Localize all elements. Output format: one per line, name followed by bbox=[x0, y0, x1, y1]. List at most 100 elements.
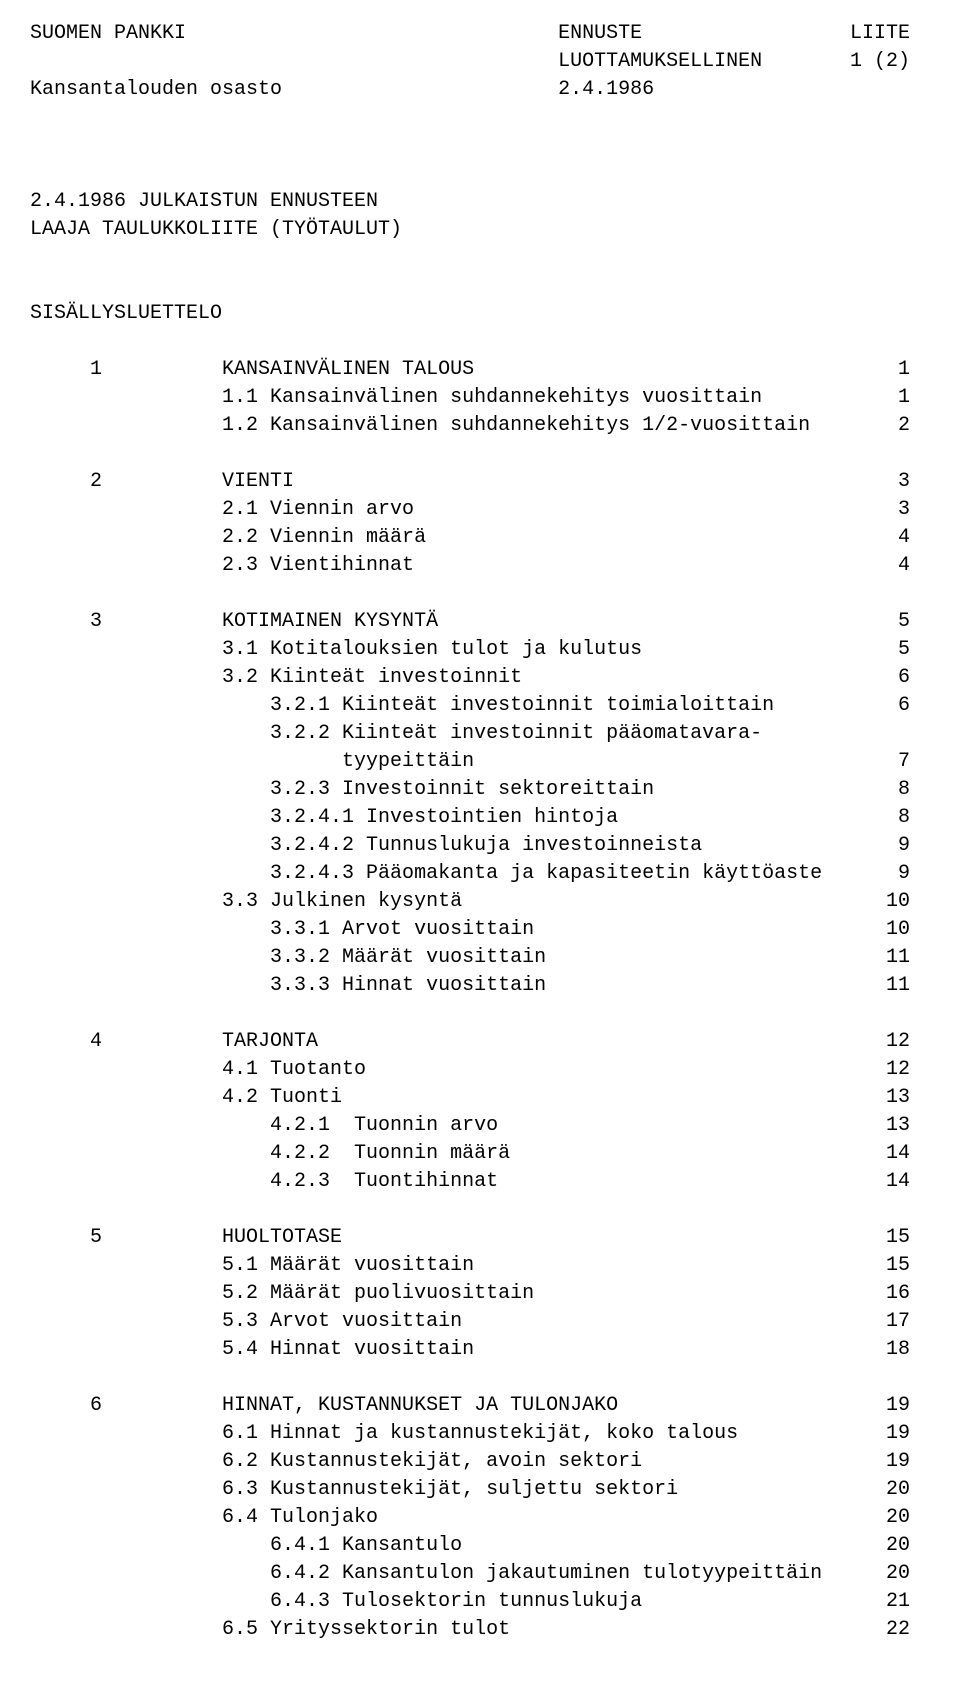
toc-row: 1.1 Kansainvälinen suhdannekehitys vuosi… bbox=[30, 384, 910, 412]
toc-row: 1.2 Kansainvälinen suhdannekehitys 1/2-v… bbox=[30, 412, 910, 440]
toc-entry-page: 21 bbox=[886, 1588, 910, 1616]
toc-entry-label: 3.2.1 Kiinteät investoinnit toimialoitta… bbox=[30, 692, 774, 720]
toc-row: 3.2.3 Investoinnit sektoreittain8 bbox=[30, 776, 910, 804]
toc-row: 6.4.1 Kansantulo20 bbox=[30, 1532, 910, 1560]
toc-entry-page: 2 bbox=[898, 412, 910, 440]
toc-entry-label: 3.2.4.1 Investointien hintoja bbox=[30, 804, 618, 832]
toc-entry-page: 5 bbox=[898, 636, 910, 664]
toc-row: 6.3 Kustannustekijät, suljettu sektori20 bbox=[30, 1476, 910, 1504]
toc-entry-label: 4 TARJONTA bbox=[30, 1028, 318, 1056]
toc-entry-page: 18 bbox=[886, 1336, 910, 1364]
toc-entry-label: 1.1 Kansainvälinen suhdannekehitys vuosi… bbox=[30, 384, 762, 412]
toc-entry-page: 11 bbox=[886, 972, 910, 1000]
toc-entry-label: 4.2.2 Tuonnin määrä bbox=[30, 1140, 510, 1168]
toc-entry-page: 4 bbox=[898, 524, 910, 552]
header-line-3: Kansantalouden osasto 2.4.1986 bbox=[30, 76, 910, 104]
toc-entry-page: 3 bbox=[898, 468, 910, 496]
toc-row: 6 HINNAT, KUSTANNUKSET JA TULONJAKO19 bbox=[30, 1392, 910, 1420]
toc-row: 6.4 Tulonjako 20 bbox=[30, 1504, 910, 1532]
toc-entry-page: 11 bbox=[886, 944, 910, 972]
toc-entry-page: 13 bbox=[886, 1112, 910, 1140]
toc-blank bbox=[30, 1196, 910, 1224]
toc-entry-page: 16 bbox=[886, 1280, 910, 1308]
toc-row: 3.2.4.1 Investointien hintoja 8 bbox=[30, 804, 910, 832]
toc-entry-page: 17 bbox=[886, 1308, 910, 1336]
toc-entry-label: 3.2 Kiinteät investoinnit bbox=[30, 664, 522, 692]
toc-entry-page: 9 bbox=[898, 832, 910, 860]
toc-row: 5 HUOLTOTASE 15 bbox=[30, 1224, 910, 1252]
title-text: LAAJA TAULUKKOLIITE (TYÖTAULUT) bbox=[30, 216, 402, 244]
toc-row: 2.1 Viennin arvo3 bbox=[30, 496, 910, 524]
toc-row: 4.2.2 Tuonnin määrä 14 bbox=[30, 1140, 910, 1168]
toc-entry-label: 6.1 Hinnat ja kustannustekijät, koko tal… bbox=[30, 1420, 738, 1448]
toc-entry-label: 3.2.4.2 Tunnuslukuja investoinneista bbox=[30, 832, 702, 860]
title-text: 2.4.1986 JULKAISTUN ENNUSTEEN bbox=[30, 188, 378, 216]
toc-row: 3.3 Julkinen kysyntä10 bbox=[30, 888, 910, 916]
toc-entry-label: 1.2 Kansainvälinen suhdannekehitys 1/2-v… bbox=[30, 412, 810, 440]
toc-entry-label: 4.2.1 Tuonnin arvo bbox=[30, 1112, 498, 1140]
toc-blank bbox=[30, 1000, 910, 1028]
toc-entry-page: 1 bbox=[898, 384, 910, 412]
toc-entry-page: 6 bbox=[898, 664, 910, 692]
toc-entry-page: 10 bbox=[886, 888, 910, 916]
toc-blank bbox=[30, 580, 910, 608]
toc-entry-label: 2.2 Viennin määrä bbox=[30, 524, 426, 552]
toc-entry-page: 20 bbox=[886, 1560, 910, 1588]
toc-heading: SISÄLLYSLUETTELO bbox=[30, 300, 910, 328]
toc-row: 3.2.4.2 Tunnuslukuja investoinneista 9 bbox=[30, 832, 910, 860]
header-org: SUOMEN PANKKI ENNUSTE bbox=[30, 20, 642, 48]
toc-entry-page: 15 bbox=[886, 1252, 910, 1280]
toc-entry-label: 3.2.2 Kiinteät investoinnit pääomatavara… bbox=[30, 720, 762, 748]
toc-entry-label: 3 KOTIMAINEN KYSYNTÄ bbox=[30, 608, 438, 636]
toc-entry-page: 5 bbox=[898, 608, 910, 636]
toc-entry-label: 6 HINNAT, KUSTANNUKSET JA TULONJAKO bbox=[30, 1392, 618, 1420]
toc-entry-label: 4.2.3 Tuontihinnat bbox=[30, 1168, 498, 1196]
toc-row: 3.2.4.3 Pääomakanta ja kapasiteetin käyt… bbox=[30, 860, 910, 888]
toc-entry-page: 22 bbox=[886, 1616, 910, 1644]
toc-row: 4.2.1 Tuonnin arvo 13 bbox=[30, 1112, 910, 1140]
toc-entry-label: 3.2.4.3 Pääomakanta ja kapasiteetin käyt… bbox=[30, 860, 822, 888]
toc-entry-label: 5.2 Määrät puolivuosittain bbox=[30, 1280, 534, 1308]
toc-entry-page: 12 bbox=[886, 1028, 910, 1056]
toc-entry-page: 9 bbox=[898, 860, 910, 888]
toc-entry-page: 10 bbox=[886, 916, 910, 944]
doc-title-line-2: LAAJA TAULUKKOLIITE (TYÖTAULUT) bbox=[30, 216, 910, 244]
toc-entry-page: 7 bbox=[898, 748, 910, 776]
toc-row: 1 KANSAINVÄLINEN TALOUS1 bbox=[30, 356, 910, 384]
toc-row: 4.2 Tuonti13 bbox=[30, 1084, 910, 1112]
toc-entry-page: 12 bbox=[886, 1056, 910, 1084]
toc-entry-page: 20 bbox=[886, 1504, 910, 1532]
toc-entry-label: tyypeittäin bbox=[30, 748, 474, 776]
toc-entry-page: 14 bbox=[886, 1140, 910, 1168]
toc-entry-label: 6.5 Yrityssektorin tulot bbox=[30, 1616, 510, 1644]
toc-entry-page: 19 bbox=[886, 1448, 910, 1476]
toc-row: tyypeittäin 7 bbox=[30, 748, 910, 776]
toc-blank bbox=[30, 1364, 910, 1392]
toc-entry-label: 3.3.2 Määrät vuosittain bbox=[30, 944, 546, 972]
toc-entry-label: 2.1 Viennin arvo bbox=[30, 496, 414, 524]
toc-row: 3.2 Kiinteät investoinnit 6 bbox=[30, 664, 910, 692]
toc-entry-label: 3.2.3 Investoinnit sektoreittain bbox=[30, 776, 654, 804]
toc-row: 4 TARJONTA 12 bbox=[30, 1028, 910, 1056]
toc-row: 5.3 Arvot vuosittain17 bbox=[30, 1308, 910, 1336]
toc-entry-label: 3.3.3 Hinnat vuosittain bbox=[30, 972, 546, 1000]
toc-entry-label: 6.4.2 Kansantulon jakautuminen tulotyype… bbox=[30, 1560, 822, 1588]
toc-entry-label: 6.4 Tulonjako bbox=[30, 1504, 378, 1532]
header-line-2: LUOTTAMUKSELLINEN 1 (2) bbox=[30, 48, 910, 76]
toc-entry-label: 3.1 Kotitalouksien tulot ja kulutus bbox=[30, 636, 642, 664]
toc-entry-page: 4 bbox=[898, 552, 910, 580]
header-line-1: SUOMEN PANKKI ENNUSTE LIITE bbox=[30, 20, 910, 48]
toc-entry-label: 3.3.1 Arvot vuosittain bbox=[30, 916, 534, 944]
toc-row: 4.1 Tuotanto12 bbox=[30, 1056, 910, 1084]
header-pageno: 1 (2) bbox=[850, 48, 910, 76]
toc-entry-label: 6.2 Kustannustekijät, avoin sektori bbox=[30, 1448, 642, 1476]
toc-entry-page: 15 bbox=[886, 1224, 910, 1252]
toc-entry-label: 5 HUOLTOTASE bbox=[30, 1224, 342, 1252]
toc-entry-page: 8 bbox=[898, 804, 910, 832]
toc-entry-page: 6 bbox=[898, 692, 910, 720]
toc-row: 5.4 Hinnat vuosittain18 bbox=[30, 1336, 910, 1364]
toc-entry-page: 19 bbox=[886, 1420, 910, 1448]
doc-title-line-1: 2.4.1986 JULKAISTUN ENNUSTEEN bbox=[30, 188, 910, 216]
toc-row: 5.1 Määrät vuosittain15 bbox=[30, 1252, 910, 1280]
toc-row: 6.5 Yrityssektorin tulot 22 bbox=[30, 1616, 910, 1644]
